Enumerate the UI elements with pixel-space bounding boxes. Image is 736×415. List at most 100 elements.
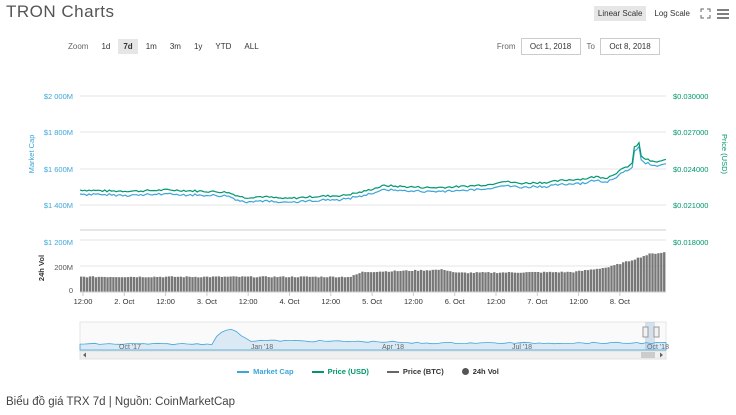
- volume-bar: [182, 277, 185, 292]
- volume-bar: [349, 276, 352, 292]
- right-axis-tick: $0.018000: [673, 238, 708, 247]
- volume-bar: [361, 271, 364, 292]
- price-usd-swatch: [311, 370, 324, 373]
- legend-price-btc[interactable]: Price (BTC): [386, 367, 444, 376]
- zoom-1y-button[interactable]: 1y: [193, 42, 203, 51]
- volume-bar: [422, 270, 426, 292]
- chart-canvas[interactable]: $2 000M $1 800M $1 600M $1 400M $0.030000 $0.…: [0, 0, 736, 395]
- volume-bar: [566, 271, 569, 292]
- right-axis-tick: $0.030000: [673, 92, 708, 101]
- volume-bar: [408, 270, 411, 292]
- volume-swatch: [461, 368, 469, 375]
- x-tick-label: 6. Oct: [445, 297, 466, 306]
- volume-bar: [267, 277, 270, 292]
- volume-axis-tick: 200M: [54, 263, 73, 272]
- volume-bar: [440, 269, 443, 292]
- zoom-all-button[interactable]: ALL: [244, 42, 259, 51]
- scroll-left-arrow-icon: [83, 352, 86, 358]
- volume-bar: [91, 276, 95, 292]
- volume-bar: [308, 276, 311, 292]
- navigator-handle[interactable]: [653, 326, 660, 338]
- right-axis-tick: $0.027000: [673, 128, 708, 137]
- volume-bar: [296, 277, 300, 292]
- right-axis-tick: $0.024000: [673, 165, 708, 174]
- volume-bar: [288, 277, 291, 292]
- volume-bar: [554, 272, 557, 292]
- volume-bar: [261, 276, 264, 292]
- scrollbar-track[interactable]: [79, 350, 667, 360]
- volume-bar: [118, 277, 121, 292]
- date-range: From Oct 1, 2018 To Oct 8, 2018: [497, 38, 666, 55]
- volume-bar: [106, 277, 109, 292]
- volume-bar: [355, 274, 358, 292]
- volume-bar: [393, 270, 396, 292]
- volume-bar: [208, 277, 212, 292]
- legend-price-usd-label: Price (USD): [327, 367, 369, 376]
- linear-scale-button[interactable]: Linear Scale: [593, 6, 647, 21]
- market-cap-line: [79, 145, 667, 204]
- x-tick-label: 8. Oct: [610, 297, 631, 306]
- zoom-7d-button[interactable]: 7d: [118, 39, 138, 54]
- volume-bar: [258, 276, 262, 292]
- scrollbar-thumb[interactable]: [641, 352, 655, 358]
- volume-bar: [598, 268, 601, 292]
- legend-24h-vol[interactable]: 24h Vol: [461, 367, 499, 376]
- navigator-handle[interactable]: [642, 326, 649, 338]
- price-btc-swatch: [386, 370, 399, 373]
- volume-bar: [619, 264, 622, 292]
- volume-bar: [390, 271, 393, 292]
- from-date-input[interactable]: Oct 1, 2018: [520, 38, 581, 55]
- volume-bar: [364, 272, 367, 292]
- volume-bar: [112, 277, 115, 292]
- volume-bar: [94, 277, 97, 292]
- volume-bar: [496, 273, 499, 292]
- zoom-1m-button[interactable]: 1m: [145, 42, 157, 51]
- volume-bar: [141, 277, 144, 292]
- zoom-ytd-button[interactable]: YTD: [215, 42, 232, 51]
- volume-bar: [331, 276, 335, 292]
- volume-bar: [115, 277, 118, 292]
- volume-bar: [493, 272, 496, 292]
- navigator-selection[interactable]: [645, 322, 655, 350]
- volume-bar: [375, 271, 379, 292]
- volume-bar: [534, 271, 537, 292]
- left-axis-tick: $1 600M: [44, 165, 73, 174]
- volume-bar: [654, 253, 657, 292]
- volume-bar: [528, 272, 531, 292]
- zoom-bar: Zoom 1d 7d 1m 3m 1y YTD ALL: [68, 39, 267, 54]
- x-tick-label: 12:00: [404, 297, 423, 306]
- legend-market-cap[interactable]: Market Cap: [237, 367, 294, 376]
- log-scale-button[interactable]: Log Scale: [654, 9, 690, 18]
- volume-bar: [217, 276, 221, 292]
- volume-bar: [179, 276, 182, 292]
- x-tick-label: 7. Oct: [527, 297, 548, 306]
- volume-bar: [531, 271, 534, 292]
- volume-bar: [235, 276, 238, 292]
- zoom-1d-button[interactable]: 1d: [101, 42, 111, 51]
- volume-bar: [167, 276, 171, 292]
- volume-bar: [510, 272, 514, 292]
- legend-24h-vol-label: 24h Vol: [472, 367, 499, 376]
- volume-bar: [522, 272, 525, 292]
- volume-bar: [80, 276, 83, 292]
- volume-bar: [460, 272, 464, 292]
- zoom-3m-button[interactable]: 3m: [169, 42, 181, 51]
- volume-bar: [367, 272, 370, 292]
- volume-bar: [487, 272, 490, 292]
- volume-bar: [381, 271, 385, 292]
- x-tick-label: 2. Oct: [114, 297, 135, 306]
- volume-bar: [578, 270, 581, 292]
- fullscreen-icon[interactable]: [698, 7, 712, 21]
- navigator-tick-label: Jul '18: [512, 344, 532, 351]
- legend-price-usd[interactable]: Price (USD): [311, 367, 369, 376]
- volume-bar: [270, 277, 273, 292]
- volume-bar: [238, 276, 241, 292]
- volume-bar: [153, 276, 156, 292]
- volume-bar: [431, 269, 434, 292]
- to-date-input[interactable]: Oct 8, 2018: [600, 38, 660, 55]
- volume-bar: [156, 277, 159, 292]
- volume-bar: [551, 272, 555, 292]
- volume-bar: [159, 276, 162, 292]
- menu-icon[interactable]: [716, 7, 730, 21]
- volume-bar: [542, 271, 546, 292]
